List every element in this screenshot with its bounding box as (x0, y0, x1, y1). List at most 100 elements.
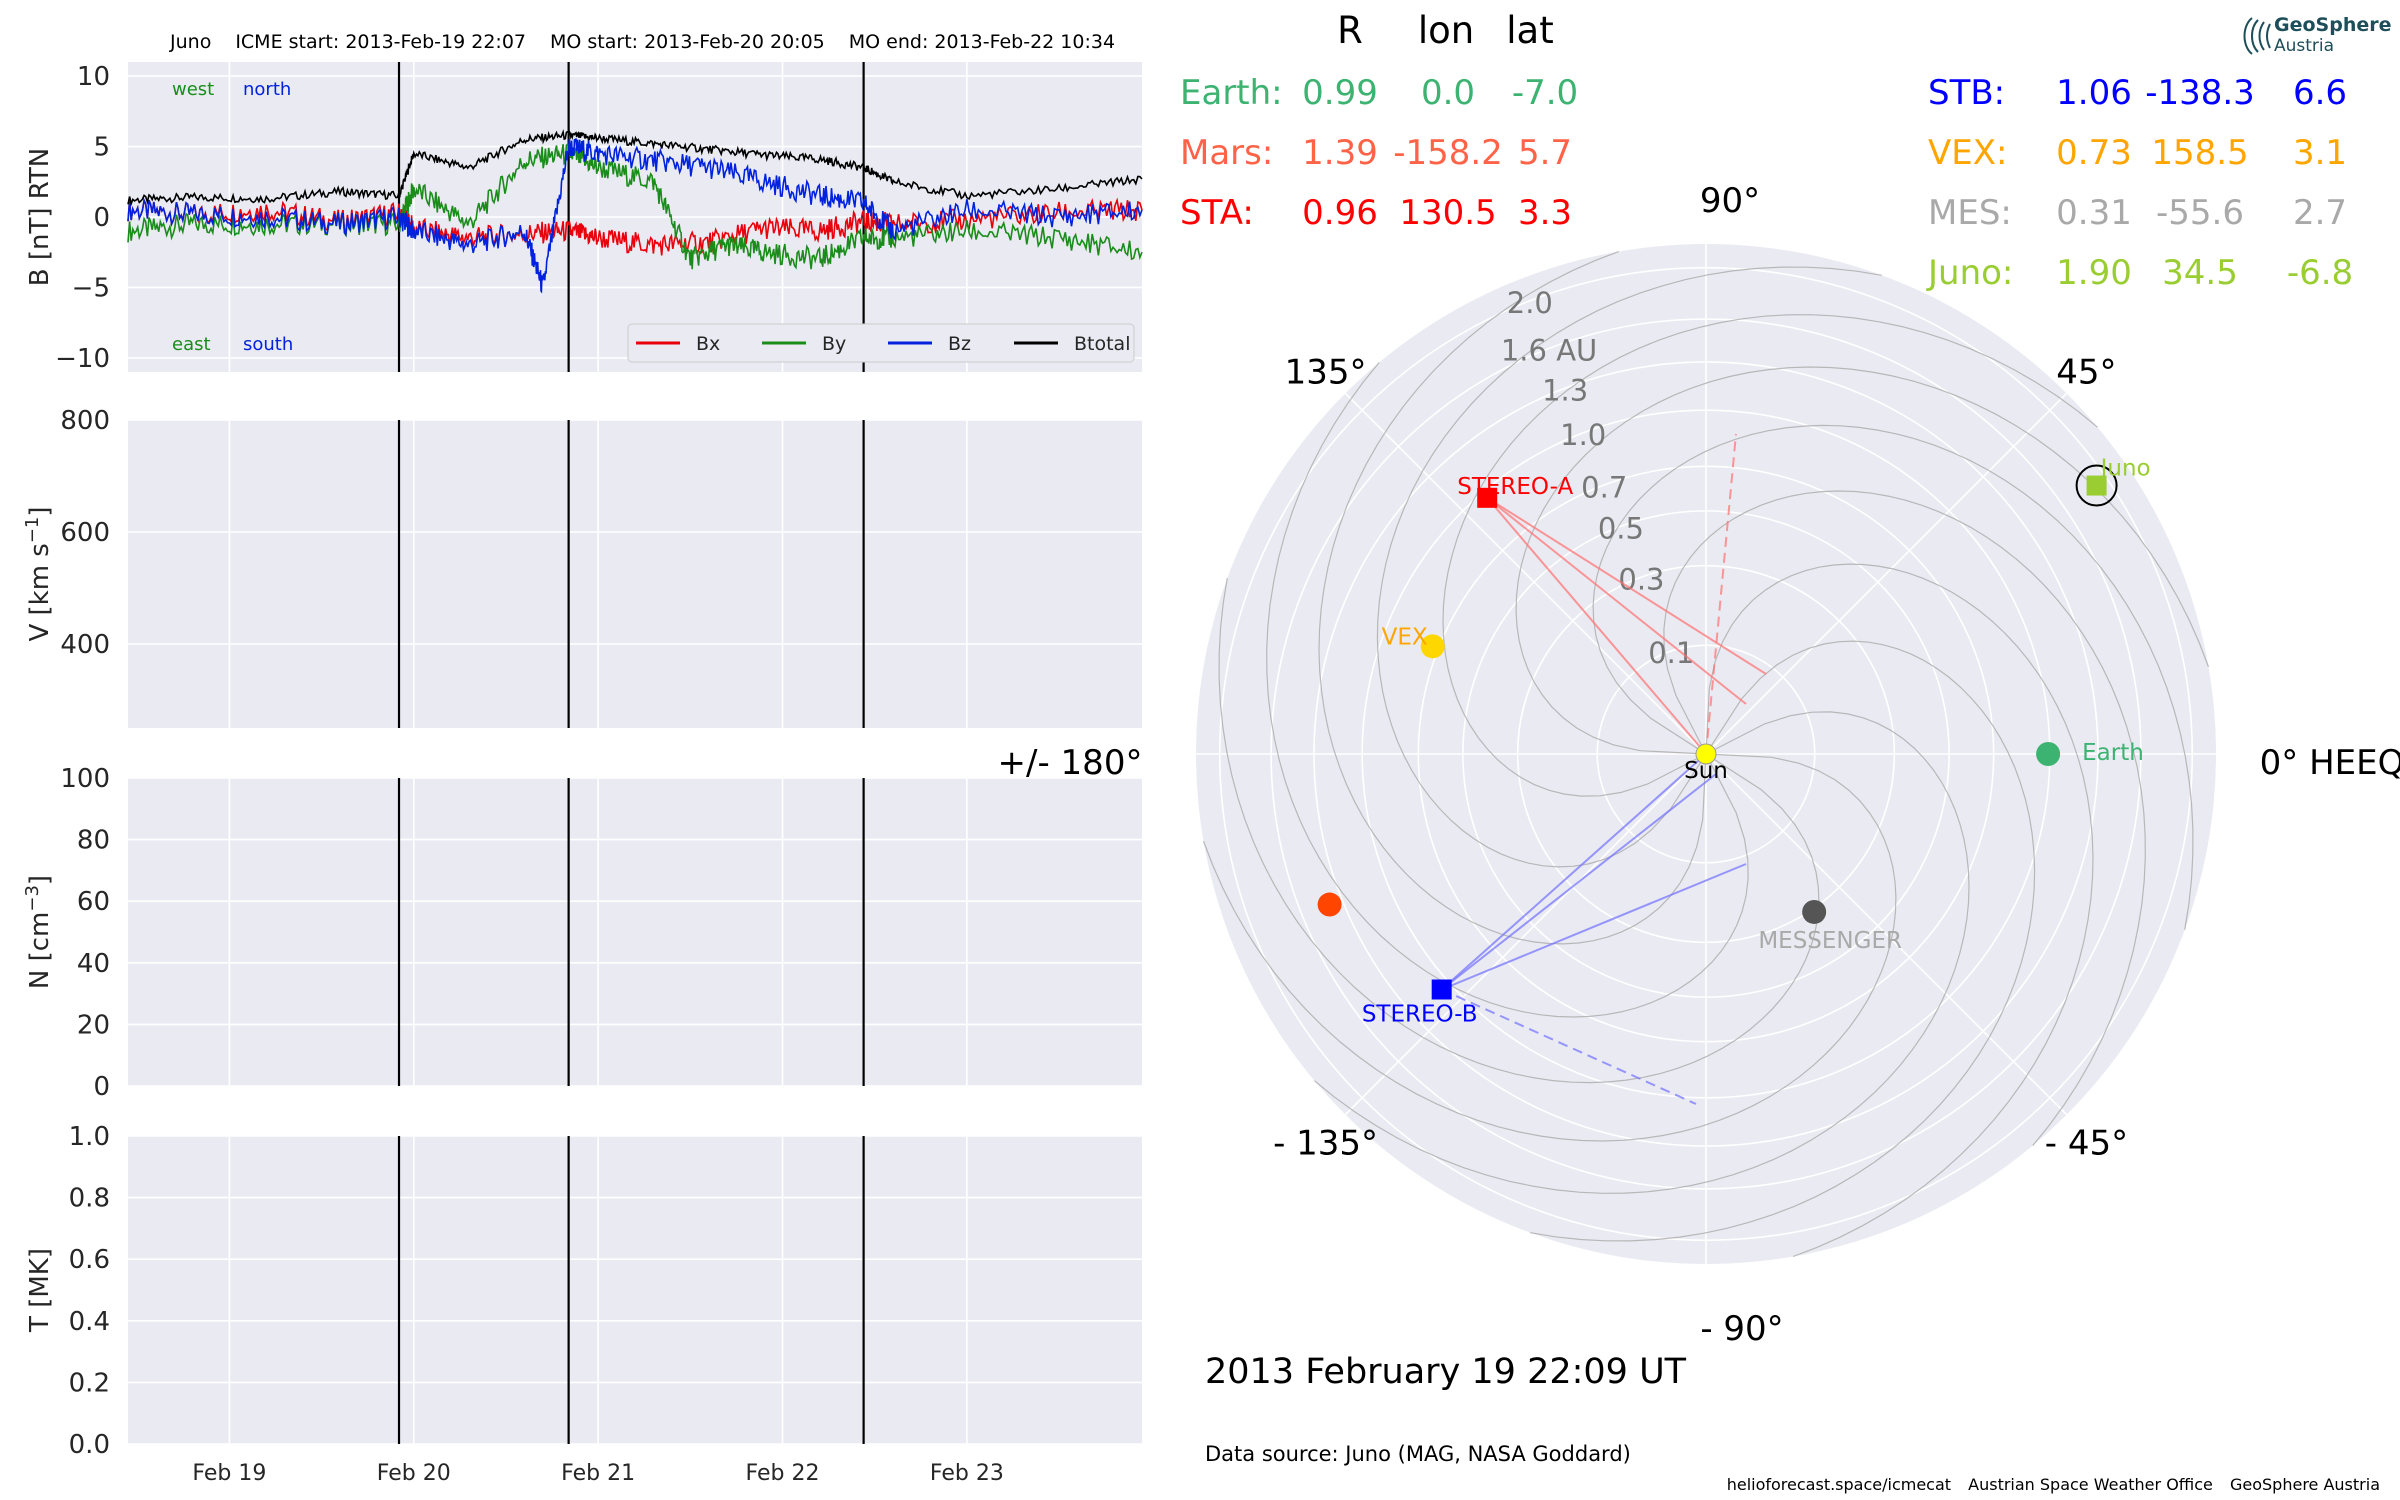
table-right-row-r: 1.06 (2056, 73, 2132, 113)
y-label-end: ] (25, 506, 55, 516)
y-tick-label: 0.4 (69, 1307, 110, 1337)
footer-org-2: GeoSphere Austria (2229, 1475, 2380, 1494)
angle-label: +/- 180° (998, 743, 1143, 783)
marker-stereo-a (1477, 487, 1498, 508)
table-right-row-label: Juno: (1926, 253, 2013, 293)
parker-spiral (1376, 266, 1882, 868)
table-left-row-lon: -158.2 (1393, 133, 1503, 173)
legend: Bx By Bz Btotal (627, 323, 1135, 363)
table-right-row-label: STB: (1928, 73, 2005, 113)
sta-dashed (1705, 433, 1737, 755)
radial-label: 0.7 (1581, 470, 1627, 504)
y-tick-label: 0 (93, 1072, 110, 1102)
footer-link[interactable]: helioforecast.space/icmecat (1726, 1475, 1952, 1494)
y-tick-label: 400 (60, 630, 110, 660)
table-left-row-r: 1.39 (1302, 133, 1378, 173)
polar-spoke (1705, 753, 2068, 1116)
angle-label: 0° HEEQ (2260, 743, 2400, 783)
radial-label: 1.0 (1560, 418, 1606, 452)
angle-label: 90° (1700, 181, 1760, 221)
polar-plot: 0.1 0.3 0.5 0.7 1.0 1.3 1.6 AU 2.0 0° HEEQ 45° 90°… (998, 181, 2400, 1349)
table-right-row-lon: -55.6 (2156, 193, 2244, 233)
y-tick-label: 10 (77, 62, 110, 92)
annotation-north: north (243, 79, 291, 100)
y-tick-label: 0 (93, 203, 110, 233)
table-left-row-lon: 0.0 (1421, 73, 1475, 113)
radial-label: 0.1 (1648, 636, 1694, 670)
table-right-row-lon: 34.5 (2162, 253, 2238, 293)
table-right-row-lon: -138.3 (2145, 73, 2255, 113)
y-label-sup: −1 (22, 517, 43, 544)
x-tick-label: Feb 20 (377, 1461, 451, 1486)
radial-label: 0.3 (1618, 562, 1664, 596)
header-item-2: MO start: 2013-Feb-20 20:05 (550, 31, 825, 53)
y-label-end: ] (25, 875, 55, 885)
timestamp: 2013 February 19 22:09 UT (1205, 1352, 1687, 1392)
header-item-1: ICME start: 2013-Feb-19 22:07 (235, 31, 526, 53)
y-tick-label: −5 (72, 273, 110, 303)
y-tick-label: 0.0 (69, 1430, 110, 1460)
y-label-main: N [cm (25, 912, 55, 989)
series-Bz (127, 138, 1143, 294)
y-tick-label: 5 (93, 133, 110, 163)
y-tick-label: 800 (60, 406, 110, 436)
y-tick-label: 0.8 (69, 1184, 110, 1214)
parker-spiral (1314, 711, 1970, 1194)
marker-sun (1695, 743, 1717, 765)
legend-label-Bx: Bx (696, 333, 720, 355)
y-tick-label: 0.6 (69, 1245, 110, 1275)
y-tick-label: 60 (77, 887, 110, 917)
annotation-east: east (172, 334, 211, 355)
header-item-0: Juno (169, 31, 211, 53)
legend-box (627, 323, 1135, 363)
y-label-main: V [km s (25, 543, 55, 641)
legend-label-By: By (822, 333, 846, 355)
stb-connection (1441, 753, 1707, 991)
panel-bg (128, 1136, 1142, 1444)
table-header-R: R (1337, 9, 1363, 52)
table-left-row-label: Earth: (1180, 73, 1283, 113)
y-tick-label: 80 (77, 826, 110, 856)
table-right-row-label: MES: (1928, 193, 2012, 233)
panel-velocity: 400 600 800 V [km s−1] (22, 406, 1142, 728)
data-source: Data source: Juno (MAG, NASA Goddard) (1205, 1442, 1631, 1466)
polar-spoke (1705, 392, 2068, 755)
panel-density: 0 20 40 60 80 100 N [cm−3] (22, 764, 1142, 1102)
radial-label: 0.5 (1598, 512, 1644, 546)
point-label-messenger: MESSENGER (1758, 928, 1902, 954)
table-right-row-r: 1.90 (2056, 253, 2132, 293)
stb-dashed (1441, 988, 1697, 1105)
table-left-row-label: STA: (1180, 193, 1254, 233)
polar-spoke (1344, 392, 1707, 755)
logo-title: GeoSphere (2274, 14, 2392, 36)
y-tick-label: 20 (77, 1010, 110, 1040)
y-tick-label: 1.0 (69, 1122, 110, 1152)
x-tick-label: Feb 23 (930, 1461, 1004, 1486)
y-tick-label: 100 (60, 764, 110, 794)
table-header-lat: lat (1506, 9, 1553, 52)
annotation-south: south (243, 334, 293, 355)
y-tick-label: 40 (77, 949, 110, 979)
table-left-row-lat: 3.3 (1518, 193, 1572, 233)
table-left-row-lat: 5.7 (1518, 133, 1572, 173)
y-tick-label: 600 (60, 518, 110, 548)
table-left-row-r: 0.99 (1302, 73, 1378, 113)
parker-spiral (1218, 578, 1820, 1084)
header-text: Juno ICME start: 2013-Feb-19 22:07 MO star… (169, 31, 1115, 53)
table-left-row-lon: 130.5 (1399, 193, 1496, 233)
marker-messenger (1802, 899, 1827, 924)
stb-connection (1441, 863, 1747, 991)
x-tick-label: Feb 22 (746, 1461, 820, 1486)
parker-spiral (1705, 563, 2094, 1258)
logo-subtitle: Austria (2274, 36, 2335, 56)
sta-connection (1486, 496, 1767, 675)
point-label-earth: Earth (2082, 740, 2144, 766)
y-tick-label: −10 (55, 344, 110, 374)
point-label-stereo-b: STEREO-B (1362, 1001, 1478, 1027)
angle-label: 45° (2056, 353, 2116, 393)
y-label-sup: −3 (22, 885, 43, 912)
